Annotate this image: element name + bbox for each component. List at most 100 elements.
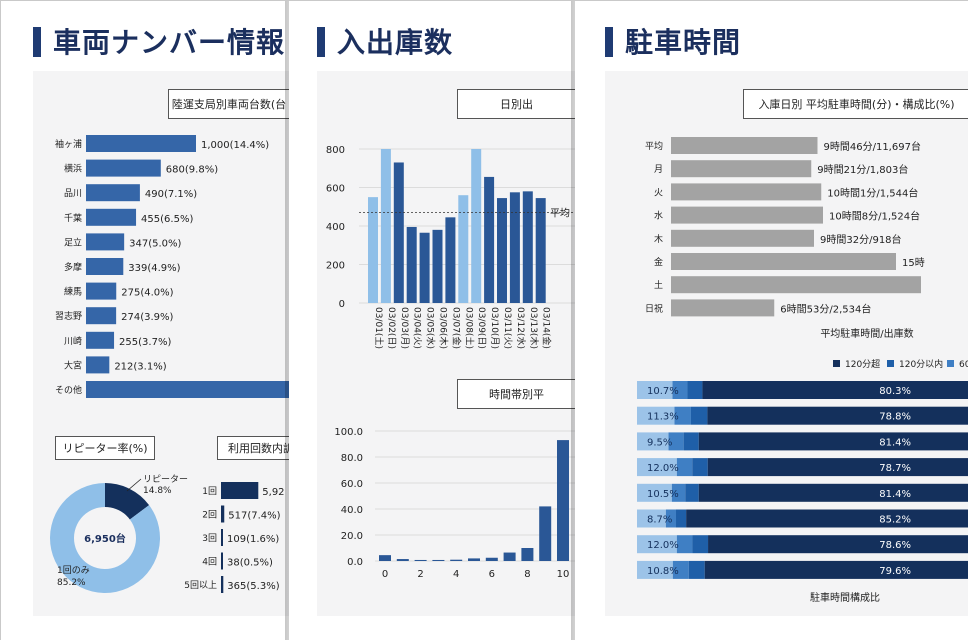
donut-slice-once: [49, 483, 160, 593]
daily-bar: [406, 226, 417, 303]
stacked-right-pct: 81.4%: [879, 489, 911, 500]
region-value-label: 274(3.9%): [121, 312, 173, 323]
parking-time-bar: [671, 183, 822, 201]
x-tick-label: 03/05(水): [425, 307, 437, 349]
stacked-segment-dark: [707, 406, 968, 425]
daily-bar: [471, 149, 482, 303]
title-marker: [605, 27, 613, 57]
donut-once-name: 1回のみ: [57, 565, 90, 576]
legend-swatch: [833, 360, 840, 367]
x-tick-label: 03/01(土): [373, 307, 385, 349]
stacked-right-pct: 80.3%: [879, 386, 911, 397]
daily-bar: [484, 176, 495, 303]
daily-bar: [458, 195, 469, 303]
stacked-segment-mid: [671, 483, 686, 502]
panel3-title: 駐車時間: [625, 26, 742, 59]
x-tick-label: 4: [453, 569, 459, 580]
stacked-segment-light: [637, 535, 677, 554]
region-label: 多摩: [64, 261, 82, 273]
region-value-label: 339(4.9%): [128, 263, 180, 274]
y-tick-label: 800: [326, 145, 345, 156]
panel-vehicle-number: 車両ナンバー情報 陸運支局別車両台数(台 袖ヶ浦 1,000(14.4%) 横浜 68…: [1, 1, 289, 640]
hourly-bar: [503, 552, 516, 561]
stacked-segment-mid: [676, 535, 693, 554]
stacked-segment-mid: [672, 381, 688, 399]
daily-bar: [497, 198, 507, 303]
usage-bar: [221, 552, 223, 570]
chart-label-hourly: 時間帯別平: [457, 379, 575, 409]
x-tick-label: 03/06(木): [438, 307, 450, 349]
stacked-segment-mid: [690, 406, 708, 425]
x-tick-label: 03/10(月): [489, 307, 500, 349]
hourly-bar: [396, 559, 409, 561]
region-label: 横浜: [64, 163, 82, 175]
x-tick-label: 03/09(日): [476, 307, 487, 349]
stacked-left-pct: 10.5%: [647, 489, 679, 500]
region-bar: [86, 258, 124, 275]
y-tick-label: 600: [326, 184, 345, 195]
y-tick-label: 0.0: [347, 557, 363, 568]
stacked-right-pct: 81.4%: [879, 437, 911, 448]
region-bar: [86, 184, 140, 202]
hourly-bar: [468, 558, 480, 561]
parking-time-bar: [671, 276, 921, 294]
y-tick-label: 200: [326, 261, 345, 272]
stacked-left-pct: 11.3%: [647, 412, 679, 423]
weekday-label: 平均: [645, 140, 663, 152]
region-bar: [86, 331, 115, 349]
hourly-bar: [557, 440, 569, 561]
donut-center-total: 6,950台: [84, 532, 126, 545]
x-tick-label: 03/08(土): [463, 307, 475, 349]
weekday-label: 金: [654, 256, 663, 268]
stacked-segment-dark: [704, 560, 968, 579]
parking-time-bar: [671, 229, 814, 247]
region-value-label: 347(5.0%): [129, 238, 181, 249]
parking-time-value-label: 10時間8分/1,524台: [829, 210, 920, 223]
region-label: 品川: [64, 188, 82, 199]
stacked-segment-dark: [698, 432, 968, 451]
legend-label: 120分超: [845, 358, 880, 370]
stacked-segment-dark: [707, 458, 968, 477]
stacked-segment-mid: [685, 483, 699, 502]
region-bar-chart: 袖ヶ浦 1,000(14.4%) 横浜 680(9.8%) 品川 490(7.1%) 千葉 4…: [55, 135, 289, 398]
weekday-label: 日祝: [645, 302, 663, 314]
x-tick-label: 6: [489, 569, 495, 580]
stacked-segment-light: [637, 483, 672, 502]
legend-label: 120分以内: [899, 358, 943, 370]
x-tick-label: 10: [557, 569, 570, 580]
x-tick-label: 0: [382, 569, 388, 580]
stacked-segment-mid: [665, 509, 677, 528]
y-tick-label: 0: [339, 299, 345, 310]
region-bar: [86, 381, 289, 398]
usage-value-label: 365(5.3%): [227, 581, 279, 592]
y-tick-label: 100.0: [334, 427, 363, 438]
title-marker: [33, 27, 41, 57]
daily-bar: [445, 217, 456, 303]
hourly-bar: [450, 559, 463, 561]
hourly-bar: [414, 559, 427, 561]
usage-value-label: 5,92: [262, 487, 284, 498]
parking-time-bar: [671, 160, 812, 178]
panel1-title: 車両ナンバー情報: [53, 26, 286, 59]
weekday-label: 火: [654, 187, 663, 198]
hourly-bar: [432, 559, 445, 561]
stacked-segment-light: [637, 406, 675, 425]
x-tick-label: 03/12(水): [515, 307, 527, 349]
daily-bar: [432, 229, 443, 303]
daily-bar: [368, 197, 378, 303]
region-bar: [86, 307, 117, 325]
x-tick-label: 2: [417, 569, 423, 580]
stacked-segment-dark: [708, 535, 968, 554]
stacked-left-pct: 10.7%: [647, 386, 679, 397]
usage-label: 5回以上: [184, 580, 217, 591]
region-bar: [86, 282, 117, 300]
stacked-segment-mid: [688, 560, 705, 579]
usage-value-label: 517(7.4%): [228, 511, 280, 522]
stacked-segment-light: [637, 381, 673, 399]
region-label: 大宮: [64, 359, 82, 371]
parking-time-xlabel: 平均駐車時間/出庫数: [820, 327, 913, 340]
chart-label-parking-time: 入庫日別 平均駐車時間(分)・構成比(%): [743, 89, 968, 119]
chart-label-region-vehicles: 陸運支局別車両台数(台: [168, 89, 289, 119]
stacked-segment-mid: [674, 406, 691, 425]
